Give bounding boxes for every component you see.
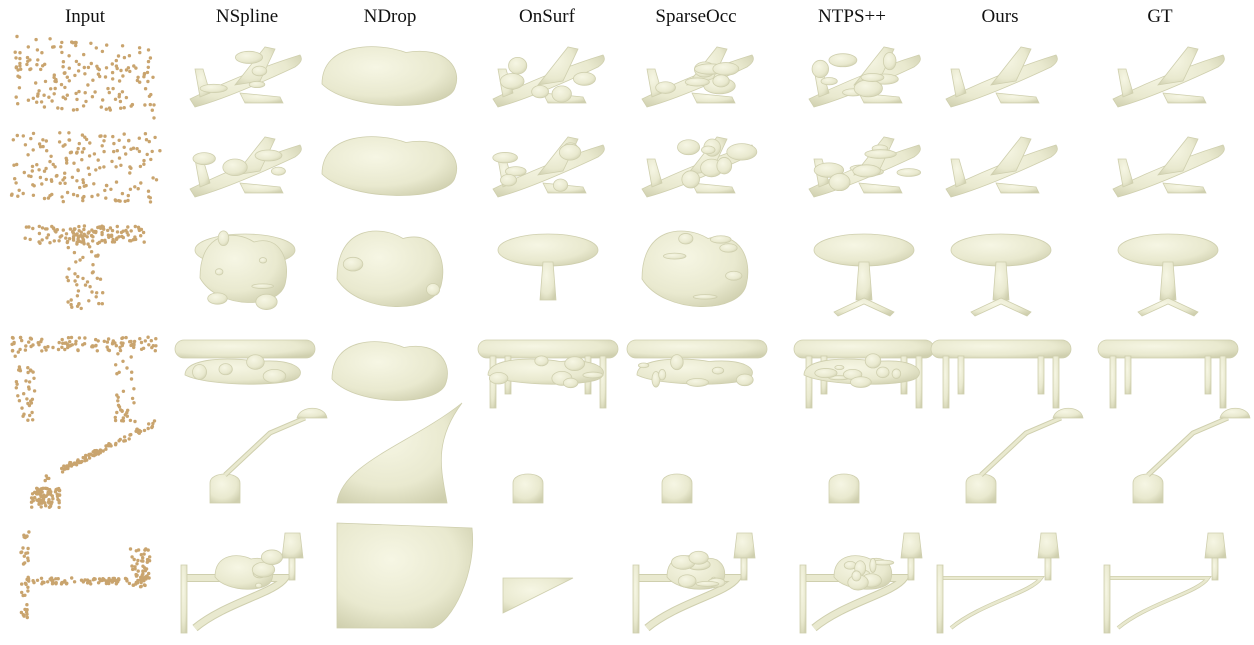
column-header-gt: GT [1147, 6, 1173, 27]
cell-desk-lamp-input [29, 419, 157, 510]
cell-oval-table-nspline [174, 339, 316, 385]
cell-desk-lamp-ndrop [336, 402, 463, 504]
cell-wall-lamp-gt [1103, 532, 1227, 634]
cell-oval-table-sparseocc [626, 339, 768, 388]
cell-airplane-2-onsurf [492, 136, 605, 198]
cell-wall-lamp-nspline [180, 532, 304, 634]
column-header-onsurf: OnSurf [519, 6, 575, 27]
cell-oval-table-ndrop [331, 341, 448, 401]
cell-desk-lamp-gt [1132, 407, 1251, 504]
cell-airplane-2-nspline [189, 136, 302, 198]
column-header-ndrop: NDrop [363, 6, 417, 27]
cell-wall-lamp-sparseocc [632, 532, 756, 634]
column-header-ours: Ours [981, 6, 1019, 27]
cell-airplane-1-input [13, 34, 156, 120]
cell-oval-table-ntpspp [793, 339, 935, 409]
cell-airplane-2-gt [1112, 136, 1225, 198]
cell-airplane-2-ntpspp [808, 136, 922, 198]
cell-desk-lamp-onsurf [512, 473, 544, 504]
cell-round-table-onsurf [497, 233, 599, 301]
cell-airplane-2-ours [945, 136, 1058, 198]
cell-airplane-1-gt [1112, 46, 1225, 108]
cell-wall-lamp-ours [936, 532, 1060, 634]
column-header-ntpspp: NTPS++ [818, 6, 886, 27]
cell-airplane-2-sparseocc [641, 136, 758, 198]
cell-airplane-1-onsurf [492, 46, 605, 108]
column-header-nspline: NSpline [215, 6, 279, 27]
cell-round-table-ndrop [336, 230, 444, 307]
cell-oval-table-input [10, 335, 158, 424]
cell-oval-table-gt [1097, 339, 1239, 409]
cell-desk-lamp-ntpspp [828, 473, 860, 504]
column-header-sparseocc: SparseOcc [655, 6, 737, 27]
cell-oval-table-ours [930, 339, 1072, 409]
cell-airplane-2-input [9, 131, 162, 204]
cell-desk-lamp-sparseocc [661, 473, 693, 504]
cell-airplane-1-ours [945, 46, 1058, 108]
cell-wall-lamp-ndrop [336, 522, 474, 629]
cell-round-table-input [23, 224, 146, 311]
cell-oval-table-onsurf [477, 339, 619, 409]
column-header-input: Input [64, 6, 106, 27]
cell-wall-lamp-input [19, 530, 152, 620]
cell-round-table-sparseocc [641, 230, 749, 307]
cell-wall-lamp-ntpspp [799, 532, 923, 634]
cell-airplane-1-nspline [189, 46, 302, 108]
cell-round-table-ours [950, 233, 1052, 317]
cell-airplane-2-ndrop [321, 136, 458, 196]
cell-airplane-1-ntpspp [808, 46, 921, 108]
cell-round-table-nspline [194, 230, 296, 310]
cell-round-table-gt [1117, 233, 1219, 317]
cell-desk-lamp-nspline [209, 407, 328, 504]
cell-desk-lamp-ours [965, 407, 1084, 504]
cell-round-table-ntpspp [813, 233, 915, 317]
cell-airplane-1-sparseocc [641, 46, 754, 108]
cell-airplane-1-ndrop [321, 46, 458, 106]
cell-wall-lamp-onsurf [502, 577, 574, 614]
